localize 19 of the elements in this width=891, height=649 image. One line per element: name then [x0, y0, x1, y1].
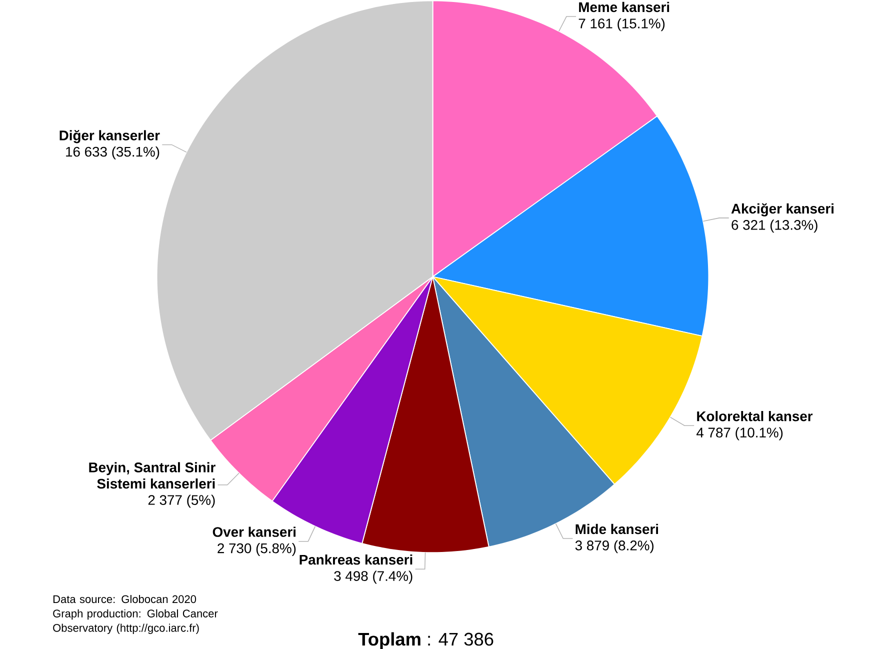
data-label: 3 879 (8.2%)	[575, 540, 654, 554]
text: Toplam : 47 386	[358, 632, 494, 649]
data-label: 2 730 (5.8%)	[218, 542, 296, 556]
text: Graph production: Global Cancer Observatory (http://gco.iarc.fr)	[53, 609, 218, 634]
data-label: 3 498 (7.4%)	[334, 570, 412, 584]
slice-label: Akciğer kanseri	[731, 203, 834, 216]
slice-label: Over kanseri	[212, 526, 296, 537]
data-label: 16 633 (35.1%)	[66, 146, 160, 160]
slice-label: Diğer kanserler	[60, 130, 160, 144]
data-label: 4 787 (10.1%)	[696, 427, 783, 440]
slice-label: Pankreas kanseri	[300, 554, 412, 565]
slice-label: Beyin, Santral Sinir Sistemi kanserleri	[89, 462, 216, 489]
slice-label: Kolorektal kanser	[697, 410, 813, 422]
data-label: 7 161 (15.1%)	[578, 18, 665, 32]
data-label: 6 321 (13.3%)	[732, 220, 818, 233]
source-note: Data source: Globocan 2020	[53, 594, 196, 603]
slice-label: Mide kanseri	[576, 524, 658, 534]
slice-label: Meme kanseri	[579, 2, 670, 12]
data-label: 2 377 (5%)	[148, 494, 215, 508]
